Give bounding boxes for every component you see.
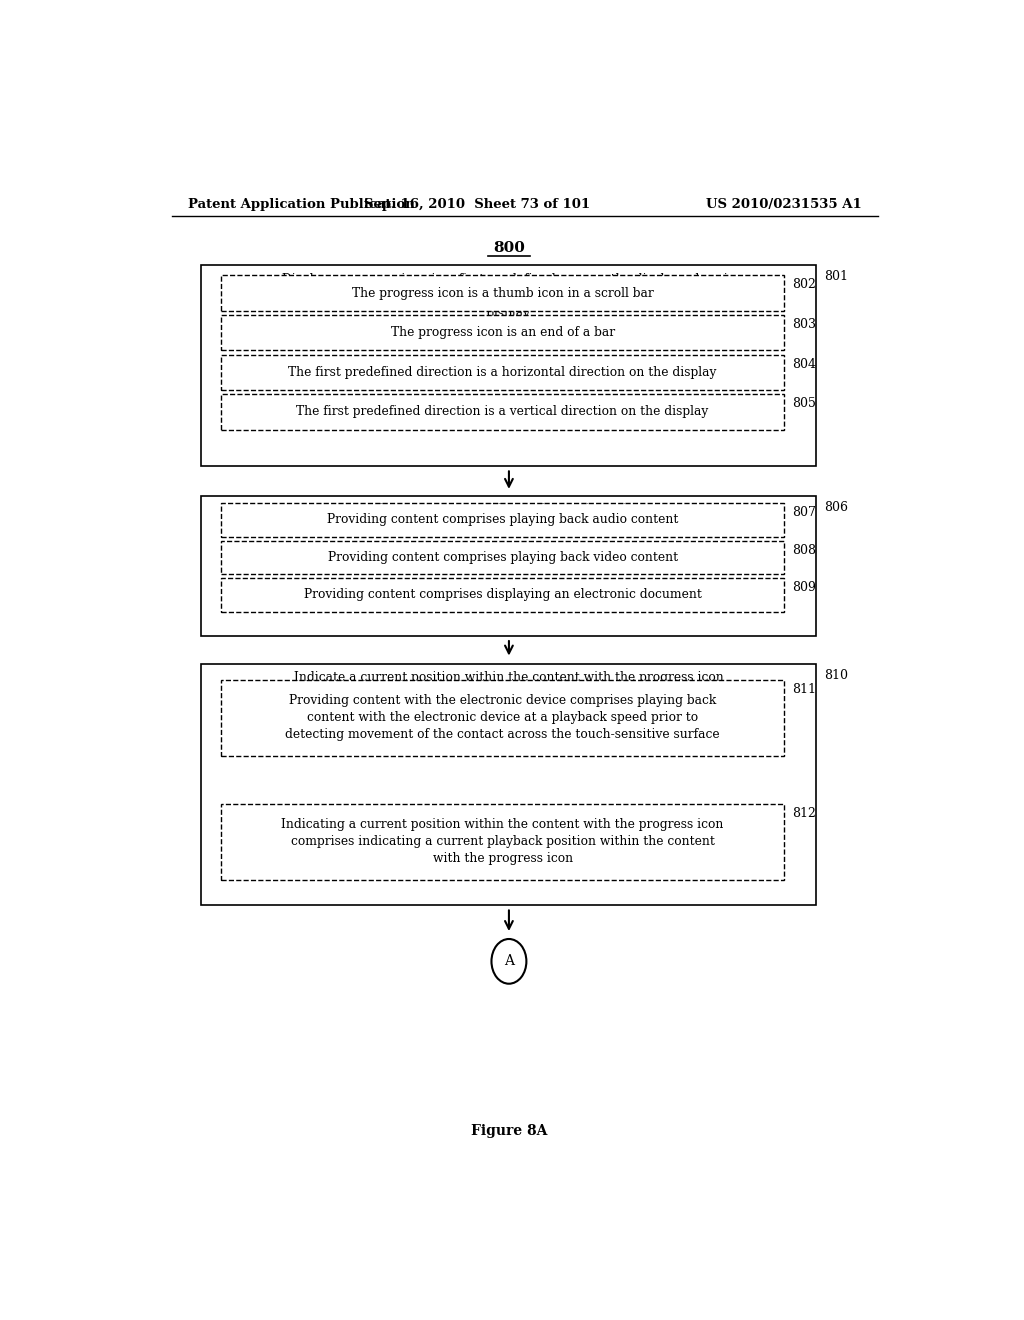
Text: 812: 812 <box>793 807 816 820</box>
Text: The first predefined direction is a horizontal direction on the display: The first predefined direction is a hori… <box>289 366 717 379</box>
Text: Providing content comprises playing back audio content: Providing content comprises playing back… <box>327 513 678 527</box>
Text: Provide content with the electronic device: Provide content with the electronic devi… <box>376 503 641 516</box>
Bar <box>221 503 784 536</box>
Text: Indicating a current position within the content with the progress icon
comprise: Indicating a current position within the… <box>282 818 724 866</box>
Text: 807: 807 <box>793 506 816 519</box>
Text: Patent Application Publication: Patent Application Publication <box>187 198 415 211</box>
Bar <box>221 541 784 574</box>
Text: 806: 806 <box>824 500 848 513</box>
Text: Providing content comprises playing back video content: Providing content comprises playing back… <box>328 550 678 564</box>
Bar <box>221 395 784 430</box>
Text: 804: 804 <box>793 358 816 371</box>
Text: Figure 8A: Figure 8A <box>471 1125 547 1138</box>
Text: The progress icon is a thumb icon in a scroll bar: The progress icon is a thumb icon in a s… <box>351 286 653 300</box>
Text: Providing content with the electronic device comprises playing back
content with: Providing content with the electronic de… <box>286 694 720 742</box>
Bar <box>221 680 784 756</box>
Text: Indicate a current position within the content with the progress icon: Indicate a current position within the c… <box>294 671 723 684</box>
Bar <box>201 664 816 906</box>
Text: 801: 801 <box>824 271 848 284</box>
Circle shape <box>492 939 526 983</box>
Text: A: A <box>504 954 514 969</box>
Bar <box>221 315 784 351</box>
Bar <box>221 276 784 312</box>
Text: The first predefined direction is a vertical direction on the display: The first predefined direction is a vert… <box>297 405 709 418</box>
Text: 808: 808 <box>793 544 816 557</box>
Text: 800: 800 <box>493 240 525 255</box>
Text: US 2010/0231535 A1: US 2010/0231535 A1 <box>707 198 862 211</box>
Text: Providing content comprises displaying an electronic document: Providing content comprises displaying a… <box>304 589 701 602</box>
Text: Display a progress icon in a first predefined area on the display, wherein
the p: Display a progress icon in a first prede… <box>269 273 749 321</box>
Bar <box>221 804 784 880</box>
Text: 803: 803 <box>793 318 816 331</box>
Bar <box>201 496 816 636</box>
Bar <box>201 265 816 466</box>
Text: 811: 811 <box>793 682 816 696</box>
Text: 809: 809 <box>793 581 816 594</box>
Text: Sep. 16, 2010  Sheet 73 of 101: Sep. 16, 2010 Sheet 73 of 101 <box>365 198 590 211</box>
Text: 805: 805 <box>793 397 816 411</box>
Text: The progress icon is an end of a bar: The progress icon is an end of a bar <box>390 326 614 339</box>
Bar <box>221 578 784 611</box>
Bar <box>221 355 784 391</box>
Text: 810: 810 <box>824 669 848 681</box>
Text: 802: 802 <box>793 279 816 292</box>
